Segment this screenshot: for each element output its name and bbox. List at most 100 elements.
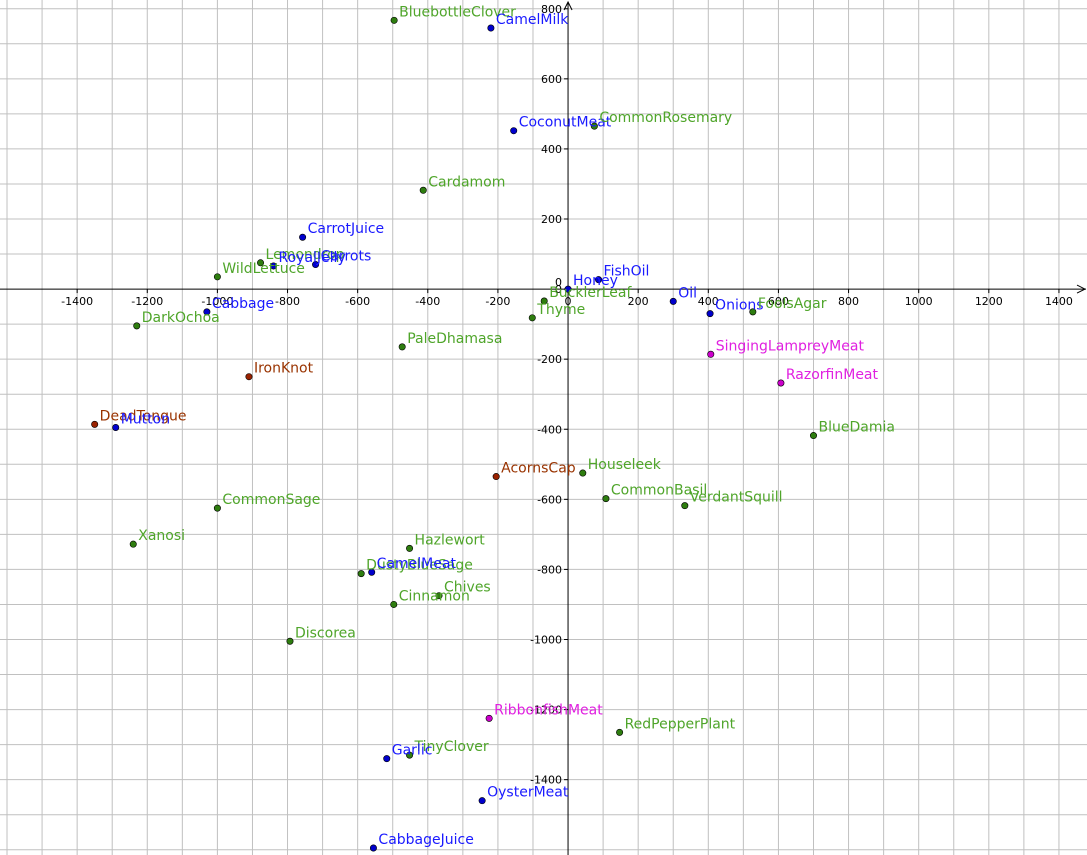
point-coconut-meat[interactable] bbox=[510, 127, 518, 135]
point-oil[interactable] bbox=[669, 297, 677, 305]
point-label-common-sage: CommonSage bbox=[222, 492, 320, 508]
point-common-sage[interactable] bbox=[213, 504, 221, 512]
point-camel-milk[interactable] bbox=[487, 24, 495, 32]
x-tick-label: -1000 bbox=[201, 295, 233, 308]
point-label-hazlewort: Hazlewort bbox=[415, 532, 486, 548]
point-label-camel-milk: CamelMilk bbox=[496, 12, 569, 28]
point-label-lemondrop: Lemondrop bbox=[266, 247, 345, 263]
point-label-acorns-cap: AcornsCap bbox=[501, 461, 576, 477]
point-label-ribbonfish-meat: RibbonfishMeat bbox=[494, 702, 603, 718]
x-tick-label: -1200 bbox=[131, 295, 163, 308]
point-iron-knot[interactable] bbox=[245, 373, 253, 381]
x-tick-label: 1000 bbox=[905, 295, 933, 308]
point-label-razorfin-meat: RazorfinMeat bbox=[786, 367, 879, 383]
point-houseleek[interactable] bbox=[579, 469, 587, 477]
point-carrots[interactable] bbox=[312, 261, 320, 269]
x-tick-label: -600 bbox=[345, 295, 370, 308]
point-dead-tongue[interactable] bbox=[91, 420, 99, 428]
point-label-common-basil: CommonBasil bbox=[611, 483, 707, 499]
point-label-oyster-meat: OysterMeat bbox=[487, 785, 569, 801]
point-common-rosemary[interactable] bbox=[590, 122, 598, 130]
point-royal-jelly[interactable] bbox=[270, 262, 278, 270]
point-mutton[interactable] bbox=[112, 423, 120, 431]
point-fools-agar[interactable] bbox=[749, 308, 757, 316]
x-tick-label: -200 bbox=[485, 295, 510, 308]
y-tick-label: 600 bbox=[541, 73, 562, 86]
point-label-singing-lamprey-meat: SingingLampreyMeat bbox=[716, 338, 865, 354]
point-label-camel-meat: CamelMeat bbox=[377, 556, 457, 572]
x-tick-label: 800 bbox=[838, 295, 859, 308]
point-label-thyme: Thyme bbox=[536, 302, 585, 318]
point-label-cabbage: Cabbage bbox=[212, 296, 274, 312]
point-cabbage[interactable] bbox=[203, 308, 211, 316]
point-label-fools-agar: FoolsAgar bbox=[758, 296, 827, 312]
point-acorns-cap[interactable] bbox=[492, 473, 500, 481]
y-tick-label: -800 bbox=[537, 563, 562, 576]
point-label-coconut-meat: CoconutMeat bbox=[519, 115, 612, 131]
point-honey[interactable] bbox=[564, 285, 572, 293]
point-discorea[interactable] bbox=[286, 637, 294, 645]
point-label-xanosi: Xanosi bbox=[138, 528, 185, 544]
x-tick-label: 200 bbox=[628, 295, 649, 308]
point-label-buckler-leaf: BucklerLeaf bbox=[549, 285, 632, 301]
point-label-pale-dhamasa: PaleDhamasa bbox=[407, 331, 502, 347]
point-hazlewort[interactable] bbox=[406, 544, 414, 552]
x-tick-label: 600 bbox=[768, 295, 789, 308]
y-tick-label: -600 bbox=[537, 493, 562, 506]
point-xanosi[interactable] bbox=[129, 540, 137, 548]
point-wild-lettuce[interactable] bbox=[213, 273, 221, 281]
point-onions[interactable] bbox=[706, 310, 714, 318]
y-tick-label: -400 bbox=[537, 423, 562, 436]
point-oyster-meat[interactable] bbox=[478, 797, 486, 805]
point-thyme[interactable] bbox=[528, 314, 536, 322]
x-tick-label: 1400 bbox=[1045, 295, 1073, 308]
point-common-basil[interactable] bbox=[602, 495, 610, 503]
x-tick-label: 0 bbox=[565, 295, 572, 308]
point-label-dead-tongue: DeadTongue bbox=[100, 408, 187, 424]
data-points bbox=[91, 16, 817, 852]
point-dark-ochoa[interactable] bbox=[133, 322, 141, 330]
tick-labels: -1400 -1200 -1000 -800 -600 -400 -200 0 200 400 60… bbox=[61, 3, 1073, 787]
point-label-dusty-blue-sage: DustyBlueSage bbox=[366, 558, 473, 574]
y-tick-label: 0 bbox=[555, 283, 562, 296]
point-fish-oil[interactable] bbox=[595, 276, 603, 284]
point-label-iron-knot: IronKnot bbox=[254, 361, 314, 377]
point-chives[interactable] bbox=[435, 592, 443, 600]
point-blue-damia[interactable] bbox=[809, 432, 817, 440]
point-singing-lamprey-meat[interactable] bbox=[707, 350, 715, 358]
point-label-bluebottle-clover: BluebottleClover bbox=[399, 4, 516, 20]
point-pale-dhamasa[interactable] bbox=[398, 343, 406, 351]
point-lemondrop[interactable] bbox=[257, 259, 265, 267]
point-cardamom[interactable] bbox=[419, 186, 427, 194]
point-label-houseleek: Houseleek bbox=[588, 457, 662, 473]
point-bluebottle-clover[interactable] bbox=[390, 16, 398, 24]
point-verdant-squill[interactable] bbox=[681, 502, 689, 510]
origin-label: 0 bbox=[555, 276, 562, 289]
point-ribbonfish-meat[interactable] bbox=[485, 714, 493, 722]
point-razorfin-meat[interactable] bbox=[777, 379, 785, 387]
point-label-honey: Honey bbox=[573, 273, 618, 289]
x-tick-label: 1200 bbox=[975, 295, 1003, 308]
y-tick-label: -1000 bbox=[530, 633, 562, 646]
point-label-chives: Chives bbox=[444, 580, 491, 596]
point-camel-meat[interactable] bbox=[368, 568, 376, 576]
point-red-pepper-plant[interactable] bbox=[616, 728, 624, 736]
point-label-carrot-juice: CarrotJuice bbox=[308, 221, 385, 237]
point-carrot-juice[interactable] bbox=[299, 233, 307, 241]
point-buckler-leaf[interactable] bbox=[540, 297, 548, 305]
y-tick-label: 800 bbox=[541, 3, 562, 16]
point-label-red-pepper-plant: RedPepperPlant bbox=[625, 716, 736, 732]
x-tick-label: -800 bbox=[275, 295, 300, 308]
point-tiny-clover[interactable] bbox=[406, 751, 414, 759]
point-label-mutton: Mutton bbox=[121, 412, 170, 428]
point-label-carrots: Carrots bbox=[321, 249, 372, 265]
point-dusty-blue-sage[interactable] bbox=[357, 570, 365, 578]
point-cabbage-juice[interactable] bbox=[369, 844, 377, 852]
point-garlic[interactable] bbox=[383, 755, 391, 763]
y-tick-label: 400 bbox=[541, 143, 562, 156]
point-cinnamon[interactable] bbox=[390, 600, 398, 608]
point-label-royal-jelly: RoyalJelly bbox=[279, 250, 346, 266]
